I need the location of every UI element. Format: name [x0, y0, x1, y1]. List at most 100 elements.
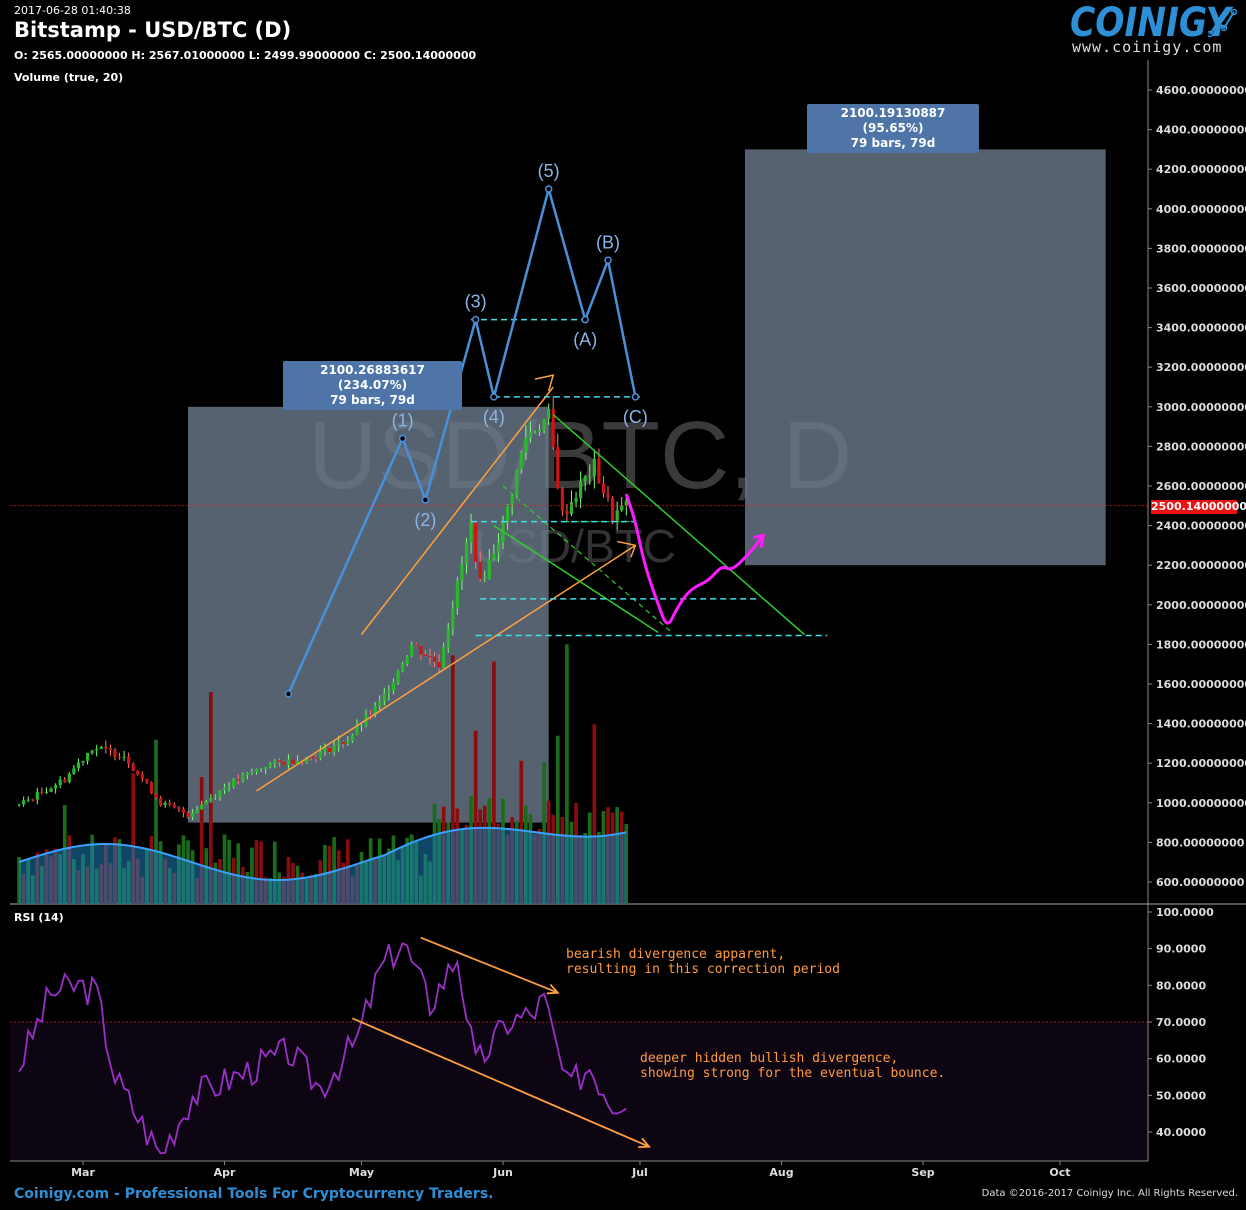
time-tick-label: Aug: [769, 1166, 793, 1179]
candle-body: [72, 768, 76, 774]
candle-body: [90, 750, 94, 753]
candle-body: [419, 645, 423, 655]
candle-body: [58, 779, 62, 786]
price-tick-label: 2200.00000000: [1156, 559, 1246, 572]
candle-body: [154, 793, 158, 798]
candle-body: [474, 522, 478, 562]
candle-body: [592, 458, 596, 477]
footer-tagline[interactable]: Coinigy.com - Professional Tools For Cry…: [14, 1186, 494, 1202]
candle-body: [140, 774, 144, 780]
volume-bar: [592, 724, 597, 904]
candle-body: [341, 741, 345, 744]
volume-bar: [131, 773, 136, 904]
time-tick-label: Jul: [631, 1166, 648, 1179]
price-tick-label: 4000.00000000: [1156, 203, 1246, 216]
candle-body: [245, 772, 249, 775]
candle-body: [565, 510, 569, 514]
candle-body: [31, 799, 35, 801]
wave-label: (4): [483, 407, 505, 427]
wave-point: [421, 496, 430, 504]
timestamp: 2017-06-28 01:40:38: [14, 4, 131, 17]
candle-body: [104, 746, 108, 749]
volume-ma-line: [18, 826, 627, 881]
time-tick-label: Mar: [71, 1166, 95, 1179]
measure-2-bars: 79 bars, 79d: [850, 136, 936, 150]
channel-lower-line: [493, 524, 659, 634]
hidden-bullish-divergence-arrow: [352, 1017, 650, 1148]
rsi-tick-label: 100.0000: [1156, 906, 1214, 919]
candle-body: [446, 628, 450, 648]
candle-body: [127, 756, 131, 764]
wave-label: (1): [392, 410, 414, 430]
candle-body: [464, 542, 469, 565]
candle-body: [222, 787, 227, 791]
wave-label: (2): [414, 510, 436, 530]
candle-body: [451, 608, 455, 629]
lower-trendline-arrowhead: [616, 540, 637, 558]
candle-body: [318, 751, 322, 759]
candle-body: [282, 761, 286, 765]
candle-body: [291, 759, 295, 764]
wave-label: (C): [623, 407, 648, 427]
wave-point: [544, 185, 553, 193]
price-tick-label: 3000.00000000: [1156, 401, 1246, 414]
candle-body: [195, 809, 199, 813]
candle-body: [569, 501, 574, 514]
volume-bar: [555, 735, 560, 904]
candle-body: [40, 791, 44, 793]
price-tick-label: 3400.00000000: [1156, 322, 1246, 335]
candle-body: [460, 564, 464, 581]
candle-body: [181, 809, 186, 814]
candle-body: [359, 725, 364, 727]
candle-body: [17, 804, 21, 806]
upper-trendline-arrowhead: [534, 374, 555, 392]
volume-bar: [254, 839, 259, 904]
candle-body: [186, 813, 190, 817]
candle-body: [556, 447, 560, 489]
wave-label: (3): [465, 292, 487, 312]
rsi-indicator-label: RSI (14): [14, 911, 64, 924]
candle-body: [204, 801, 208, 805]
price-tick-label: 2600.00000000: [1156, 480, 1246, 493]
candle-body: [437, 661, 441, 668]
candle-body: [22, 800, 26, 805]
candle-body: [583, 476, 587, 482]
candle-body: [478, 561, 482, 580]
note-hidden-bullish-divergence: deeper hidden bullish divergence, showin…: [640, 1051, 946, 1081]
candle-body: [405, 656, 409, 664]
candle-body: [209, 797, 213, 802]
candle-body: [337, 741, 341, 747]
candle-body: [122, 756, 126, 758]
candle-body: [469, 522, 473, 543]
candle-body: [487, 559, 491, 579]
wave-point: [490, 393, 498, 401]
measure-1-value: 2100.26883617 (234.07%): [320, 363, 425, 392]
projection-arrowhead: [752, 533, 766, 548]
candle-body: [346, 741, 350, 744]
candle-body: [81, 760, 85, 763]
candle-body: [190, 812, 195, 817]
price-tick-label: 4600.00000000: [1156, 84, 1246, 97]
measure-1-bars: 79 bars, 79d: [330, 393, 415, 407]
candle-body: [85, 752, 90, 761]
candle-body: [95, 749, 99, 751]
lower-trendline: [256, 544, 636, 792]
wave-point: [631, 393, 640, 401]
wave-label: (A): [573, 330, 597, 350]
candle-body: [606, 493, 610, 498]
candle-body: [108, 748, 112, 751]
candle-body: [373, 706, 377, 716]
candle-body: [588, 476, 592, 478]
time-tick-label: Jun: [492, 1166, 513, 1179]
coinigy-logo[interactable]: COINIGY www.coinigy.com: [1070, 0, 1240, 58]
candle-body: [624, 500, 628, 506]
rsi-tick-label: 70.0000: [1156, 1016, 1206, 1029]
candle-body: [26, 799, 30, 801]
candle-body: [67, 773, 71, 783]
price-tick-label: 1200.00000000: [1156, 757, 1246, 770]
candle-body: [414, 644, 418, 646]
volume-bar: [199, 777, 204, 904]
candle-body: [264, 767, 268, 769]
candles: [17, 395, 628, 821]
